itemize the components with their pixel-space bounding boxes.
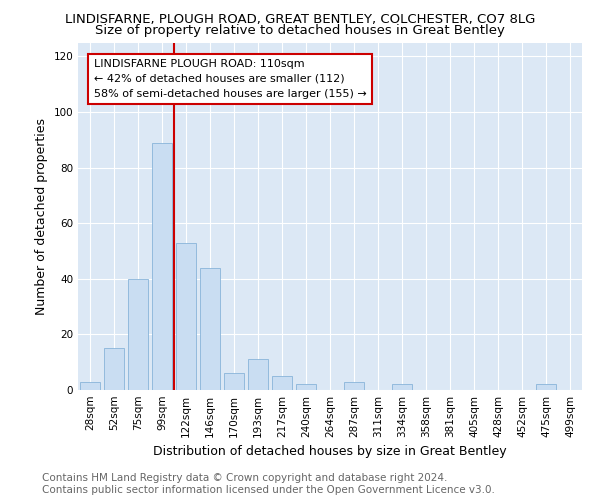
Bar — [104, 348, 124, 390]
Y-axis label: Number of detached properties: Number of detached properties — [35, 118, 48, 315]
Bar — [272, 376, 292, 390]
Text: LINDISFARNE PLOUGH ROAD: 110sqm
← 42% of detached houses are smaller (112)
58% o: LINDISFARNE PLOUGH ROAD: 110sqm ← 42% of… — [94, 59, 367, 99]
Bar — [128, 279, 148, 390]
X-axis label: Distribution of detached houses by size in Great Bentley: Distribution of detached houses by size … — [153, 446, 507, 458]
Bar — [80, 382, 100, 390]
Bar — [344, 382, 364, 390]
Text: Size of property relative to detached houses in Great Bentley: Size of property relative to detached ho… — [95, 24, 505, 37]
Bar — [296, 384, 316, 390]
Text: LINDISFARNE, PLOUGH ROAD, GREAT BENTLEY, COLCHESTER, CO7 8LG: LINDISFARNE, PLOUGH ROAD, GREAT BENTLEY,… — [65, 12, 535, 26]
Bar — [152, 142, 172, 390]
Bar — [392, 384, 412, 390]
Bar — [248, 360, 268, 390]
Bar — [176, 242, 196, 390]
Bar — [224, 374, 244, 390]
Text: Contains HM Land Registry data © Crown copyright and database right 2024.
Contai: Contains HM Land Registry data © Crown c… — [42, 474, 495, 495]
Bar — [200, 268, 220, 390]
Bar — [536, 384, 556, 390]
